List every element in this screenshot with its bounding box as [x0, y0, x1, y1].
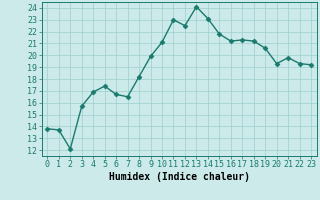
X-axis label: Humidex (Indice chaleur): Humidex (Indice chaleur): [109, 172, 250, 182]
